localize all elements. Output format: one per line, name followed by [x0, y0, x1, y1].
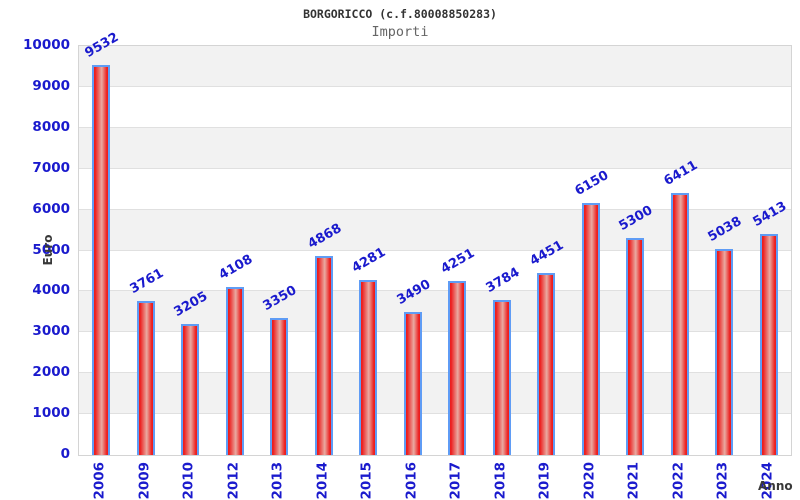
grid-band — [79, 87, 791, 128]
bar-2010 — [181, 323, 200, 455]
bar-2013 — [270, 318, 289, 455]
x-tick-label: 2023 — [714, 461, 731, 500]
y-tick-label: 9000 — [32, 77, 70, 94]
bar-2015 — [359, 279, 378, 455]
x-tick-label: 2010 — [180, 461, 197, 500]
y-tick-label: 1000 — [32, 405, 70, 422]
x-tick-label: 2014 — [314, 461, 331, 500]
gridline — [79, 85, 791, 87]
x-tick-label: 2015 — [358, 461, 375, 500]
gridline — [79, 167, 791, 169]
grid-band — [79, 127, 791, 169]
bar-2009 — [136, 301, 155, 455]
gridline — [79, 331, 791, 333]
y-tick-label: 6000 — [32, 200, 70, 217]
bar-2006 — [92, 65, 111, 455]
gridline — [79, 290, 791, 292]
x-tick-label: 2020 — [581, 461, 598, 500]
grid-band — [79, 46, 791, 87]
bar-2019 — [537, 272, 556, 455]
x-tick-label: 2019 — [536, 461, 553, 500]
y-tick-label: 7000 — [32, 159, 70, 176]
bar-2024 — [759, 233, 778, 455]
gridline — [79, 413, 791, 415]
bar-2017 — [448, 281, 467, 455]
gridline — [79, 208, 791, 210]
x-tick-label: 2009 — [136, 461, 153, 500]
x-tick-label: 2018 — [492, 461, 509, 500]
bar-2012 — [225, 286, 244, 455]
bar-2021 — [626, 238, 645, 455]
y-tick-label: 2000 — [32, 364, 70, 381]
x-axis-title: Anno — [758, 479, 793, 493]
bar-2022 — [670, 192, 689, 455]
chart-subtitle: Importi — [371, 24, 429, 40]
y-tick-label: 5000 — [32, 241, 70, 258]
chart-title: BORGORICCO (c.f.80008850283) — [303, 7, 497, 21]
bar-2023 — [715, 248, 734, 455]
plot-area: 9532 3761 3205 4108 3350 4868 4281 3490 4251 3784… — [78, 30, 792, 456]
y-tick-label: 0 — [60, 446, 70, 462]
x-tick-label: 2016 — [403, 461, 420, 500]
x-tick-label: 2012 — [225, 461, 242, 500]
bar-2014 — [314, 255, 333, 455]
y-axis-title: Euro — [41, 234, 55, 266]
x-tick-label: 2017 — [447, 461, 464, 500]
bar-2018 — [492, 300, 511, 455]
x-tick-label: 2006 — [91, 461, 108, 500]
x-tick-label: 2021 — [625, 461, 642, 500]
y-tick-label: 3000 — [32, 323, 70, 340]
gridline — [79, 126, 791, 128]
gridline — [79, 249, 791, 251]
x-tick-label: 2022 — [670, 461, 687, 500]
y-tick-label: 10000 — [23, 37, 70, 53]
bar-2016 — [403, 312, 422, 455]
y-tick-label: 8000 — [32, 118, 70, 135]
gridline — [79, 372, 791, 374]
x-tick-label: 2013 — [269, 461, 286, 500]
y-tick-label: 4000 — [32, 282, 70, 299]
bar-2020 — [581, 203, 600, 455]
